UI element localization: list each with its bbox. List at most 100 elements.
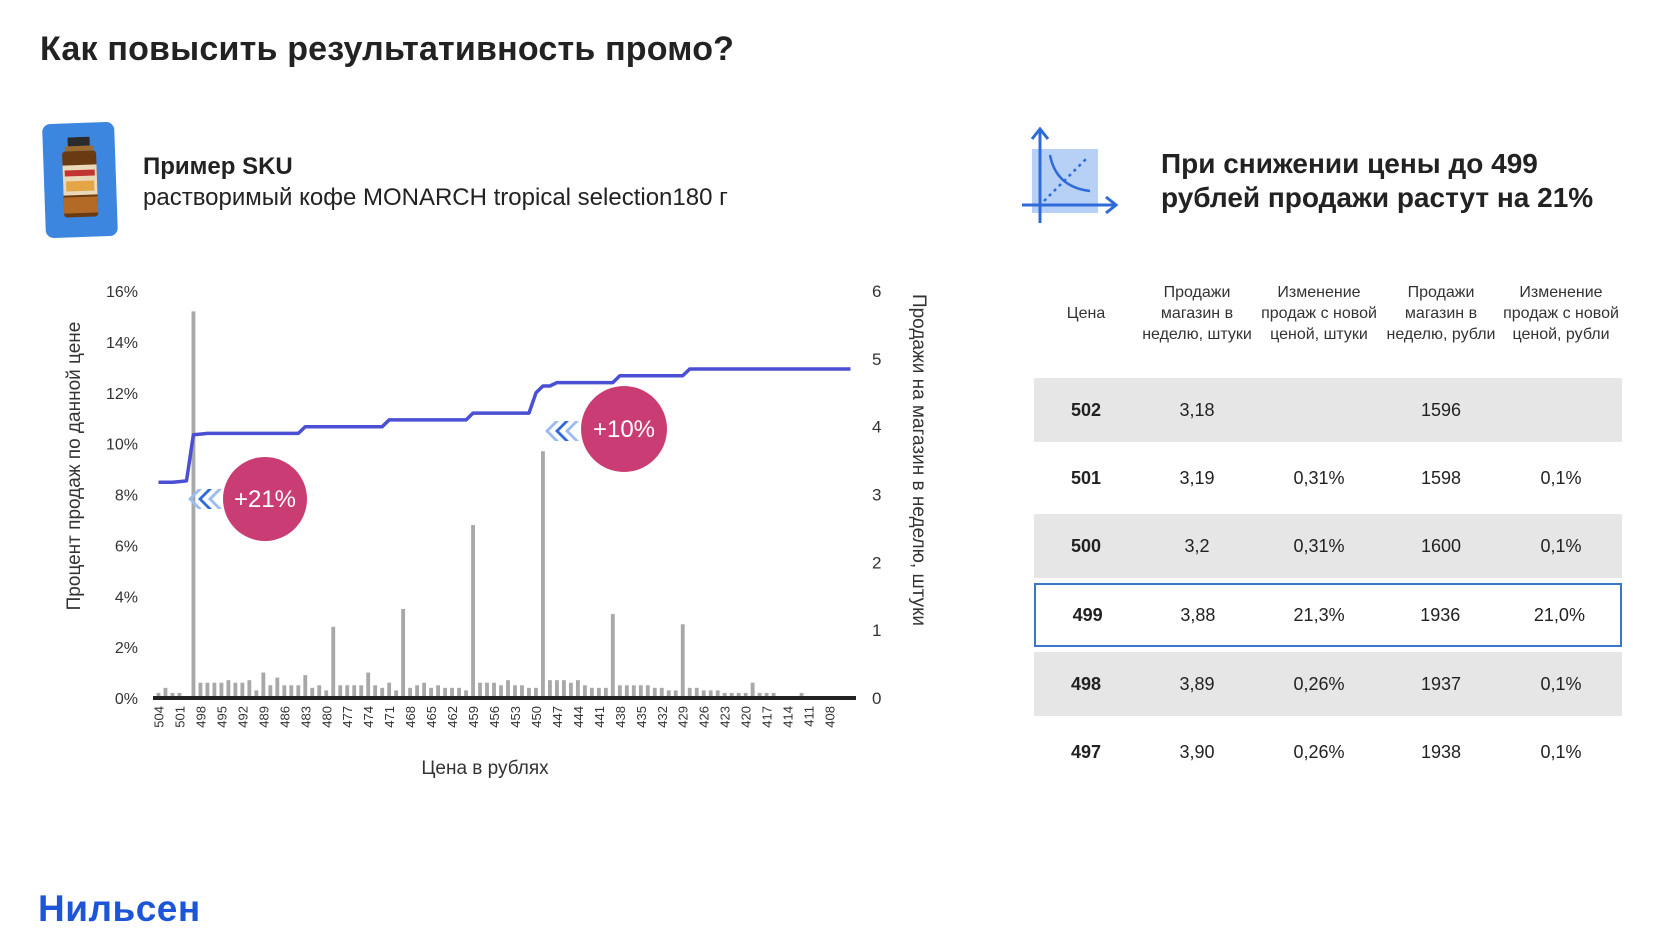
bar	[191, 311, 196, 698]
header-rub: Продажи магазин в неделю, рубли	[1386, 283, 1496, 343]
cell-units: 3,89	[1179, 673, 1215, 694]
bar	[198, 682, 203, 698]
insight-line-1: При снижении цены до 499	[1161, 148, 1538, 179]
bar	[289, 685, 294, 698]
bar	[471, 525, 475, 698]
table-row: 501 3,19 0,31% 1598 0,1%	[1034, 446, 1622, 510]
x-tick-label: 492	[235, 706, 250, 728]
bar	[631, 685, 636, 698]
cell-units-change: 0,26%	[1293, 673, 1345, 694]
x-tick-label: 465	[424, 706, 439, 728]
x-tick-label: 426	[697, 706, 712, 728]
bar	[708, 690, 713, 698]
left-tick-label: 12%	[106, 386, 138, 403]
cell-rub-change: 0,1%	[1540, 741, 1582, 762]
product-jar-icon	[42, 121, 118, 239]
insight-line-2: рублей продажи растут на 21%	[1161, 182, 1594, 213]
bar	[317, 685, 322, 698]
bar	[750, 682, 755, 698]
bar	[303, 675, 308, 698]
cell-rub-change: 0,1%	[1540, 467, 1582, 488]
sku-description: растворимый кофе MONARCH tropical select…	[143, 184, 728, 211]
left-tick-label: 0%	[115, 691, 138, 708]
bar	[701, 690, 706, 698]
bar	[666, 690, 671, 698]
bar	[464, 690, 468, 698]
x-tick-label: 417	[760, 706, 775, 728]
header-units: Продажи магазин в неделю, штуки	[1142, 283, 1252, 343]
bar	[282, 685, 287, 698]
chevron-icon	[188, 489, 202, 509]
x-axis-title: Цена в рублях	[421, 758, 549, 779]
cell-units-change: 0,31%	[1293, 467, 1345, 488]
right-tick-label: 4	[872, 418, 881, 437]
left-tick-label: 8%	[115, 488, 138, 505]
bar	[548, 680, 552, 698]
cell-units: 3,90	[1179, 741, 1215, 762]
x-tick-label: 495	[214, 706, 229, 728]
bar	[722, 692, 727, 698]
bar	[205, 682, 210, 698]
right-tick-label: 3	[872, 486, 881, 505]
bar	[575, 680, 580, 698]
bar	[345, 685, 350, 698]
x-tick-label: 459	[466, 706, 481, 728]
header-units-change: Изменение продаж с новой ценой, штуки	[1261, 283, 1377, 343]
cell-rub: 1936	[1420, 604, 1461, 625]
x-tick-label: 489	[256, 706, 271, 728]
x-tick-label: 453	[508, 706, 523, 728]
x-tick-label: 486	[277, 706, 292, 728]
header-price: Цена	[1066, 304, 1106, 322]
bar	[261, 672, 266, 698]
cell-price: 498	[1070, 673, 1102, 694]
cell-price: 502	[1070, 399, 1102, 420]
cell-rub-change: 0,1%	[1540, 673, 1582, 694]
bar	[582, 685, 587, 698]
right-tick-label: 2	[872, 553, 881, 572]
cell-rub-change: 0,1%	[1540, 535, 1582, 556]
bar	[715, 690, 720, 698]
bar	[443, 687, 448, 698]
bar	[568, 682, 573, 698]
bar	[771, 692, 776, 698]
bar	[478, 682, 482, 698]
uplift-badge-label: +21%	[234, 486, 296, 513]
bar	[310, 687, 315, 698]
bar	[659, 687, 664, 698]
x-tick-label: 477	[340, 706, 355, 728]
bar	[555, 680, 559, 698]
bar	[513, 685, 517, 698]
left-tick-label: 2%	[115, 640, 138, 657]
bar	[743, 692, 748, 698]
x-tick-label: 480	[319, 706, 334, 728]
bar	[561, 680, 566, 698]
right-tick-label: 0	[872, 689, 881, 708]
cell-units-change: 0,26%	[1293, 741, 1345, 762]
bar	[645, 685, 650, 698]
x-tick-label: 438	[613, 706, 628, 728]
left-tick-label: 6%	[115, 538, 138, 555]
coffee-jar-image	[62, 136, 99, 218]
cell-price: 497	[1070, 741, 1102, 762]
price-table: Цена Продажи магазин в неделю, штуки Изм…	[1034, 258, 1622, 762]
x-tick-label: 423	[718, 706, 733, 728]
left-tick-label: 16%	[106, 284, 138, 301]
sales-line	[158, 367, 851, 485]
left-tick-label: 4%	[115, 589, 138, 606]
bar	[534, 687, 538, 698]
right-tick-label: 6	[872, 282, 881, 301]
bar	[596, 687, 601, 698]
bar	[422, 682, 427, 698]
cell-rub: 1937	[1420, 673, 1462, 694]
chevron-icon	[545, 421, 559, 441]
uplift-badge	[581, 386, 667, 472]
bar	[492, 682, 496, 698]
x-tick-label: 468	[403, 706, 418, 728]
bar	[387, 682, 392, 698]
bar	[170, 692, 175, 698]
sku-label: Пример SKU	[143, 153, 293, 180]
bar	[219, 682, 224, 698]
bar	[589, 687, 594, 698]
cell-rub: 1596	[1420, 399, 1462, 420]
cell-price: 500	[1070, 535, 1102, 556]
